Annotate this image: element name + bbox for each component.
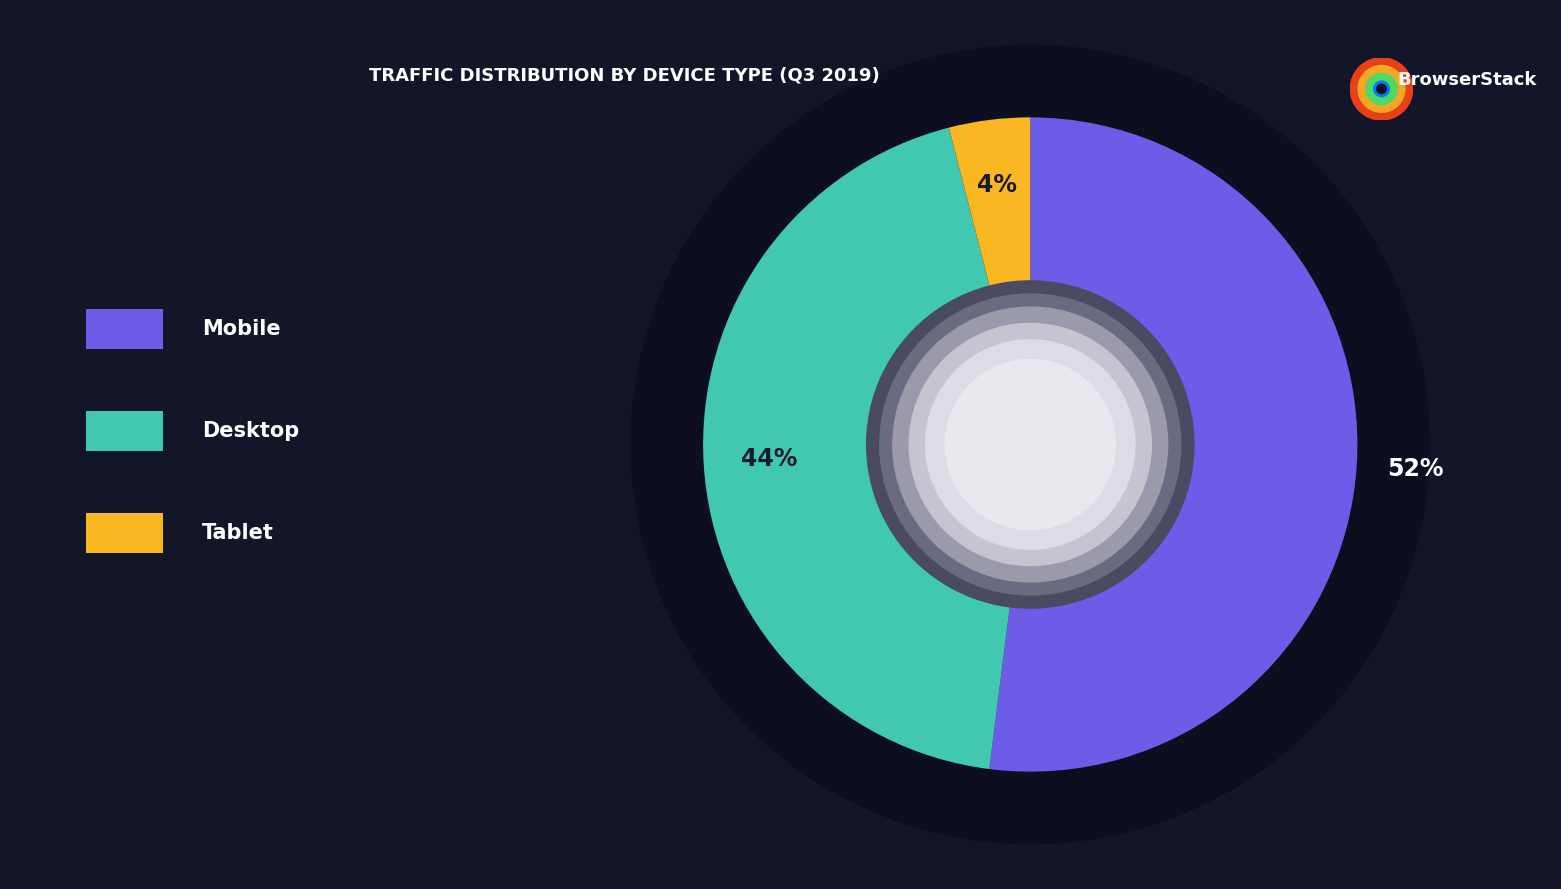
Circle shape [1366, 73, 1397, 104]
Circle shape [1374, 81, 1389, 97]
Circle shape [1358, 66, 1405, 112]
Text: Mobile: Mobile [203, 319, 281, 339]
Wedge shape [990, 117, 1358, 772]
Text: 52%: 52% [1388, 457, 1444, 481]
Text: Tablet: Tablet [203, 524, 275, 543]
Circle shape [866, 281, 1194, 608]
Text: BrowserStack: BrowserStack [1397, 71, 1536, 89]
Wedge shape [702, 128, 1010, 769]
Circle shape [926, 340, 1135, 549]
Text: 44%: 44% [741, 447, 798, 471]
Text: Desktop: Desktop [203, 421, 300, 441]
Text: TRAFFIC DISTRIBUTION BY DEVICE TYPE (Q3 2019): TRAFFIC DISTRIBUTION BY DEVICE TYPE (Q3 … [368, 67, 880, 84]
Circle shape [681, 94, 1380, 795]
Circle shape [909, 324, 1152, 565]
Circle shape [631, 45, 1430, 844]
Circle shape [648, 61, 1413, 828]
Wedge shape [949, 117, 1030, 292]
Circle shape [893, 307, 1168, 582]
Circle shape [1377, 84, 1386, 93]
Circle shape [1350, 58, 1413, 120]
Circle shape [880, 294, 1180, 595]
Text: 4%: 4% [977, 172, 1018, 196]
Circle shape [663, 78, 1397, 811]
Circle shape [696, 111, 1364, 778]
Circle shape [946, 359, 1115, 530]
